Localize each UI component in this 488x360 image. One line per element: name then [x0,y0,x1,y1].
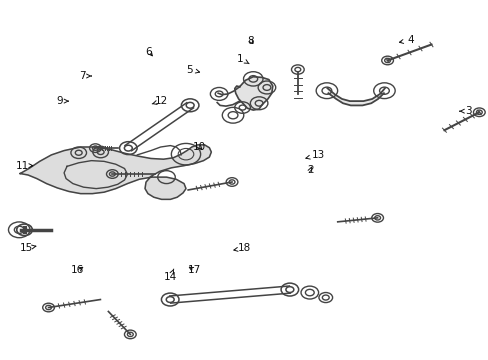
Text: 16: 16 [71,265,84,275]
Text: 18: 18 [233,243,251,253]
Text: 9: 9 [56,96,68,106]
Text: 11: 11 [16,161,33,171]
Text: 10: 10 [193,142,206,152]
Text: 6: 6 [145,46,152,57]
Text: 7: 7 [79,71,91,81]
Text: 1: 1 [237,54,248,64]
Text: 5: 5 [186,64,199,75]
Polygon shape [234,77,272,110]
Text: 15: 15 [20,243,36,253]
Text: 17: 17 [188,265,201,275]
Polygon shape [20,145,211,199]
Polygon shape [327,88,384,105]
Text: 2: 2 [306,165,313,175]
Text: 14: 14 [163,269,177,282]
Text: 12: 12 [152,96,168,106]
Text: 8: 8 [247,36,254,46]
Text: 13: 13 [305,150,325,160]
Text: 3: 3 [459,106,471,116]
Text: 4: 4 [399,35,413,45]
